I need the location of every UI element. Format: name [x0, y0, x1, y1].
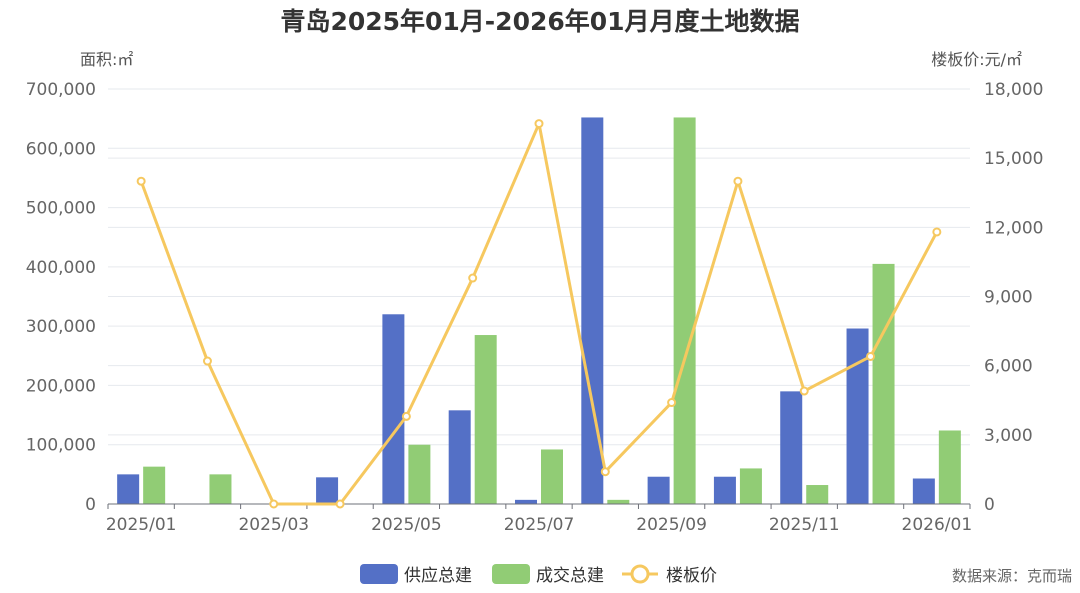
chart-title: 青岛2025年01月-2026年01月月度土地数据	[280, 7, 800, 36]
deal-bar	[607, 499, 630, 504]
left-axis-tick-label: 700,000	[26, 80, 96, 100]
supply-bar	[382, 314, 405, 504]
deal-bar	[673, 117, 696, 504]
deal-bar	[474, 335, 497, 504]
left-axis-tick-label: 100,000	[26, 436, 96, 456]
data-source-label: 数据来源：克而瑞	[951, 567, 1072, 585]
right-axis-tick-label: 3,000	[984, 426, 1033, 446]
price-point	[269, 499, 279, 509]
price-point	[202, 356, 212, 366]
legend-line-marker	[630, 564, 650, 584]
x-axis-tick-label: 2025/07	[504, 515, 575, 535]
price-point	[401, 411, 411, 421]
deal-bar	[938, 430, 961, 504]
price-point	[600, 467, 610, 477]
deal-bar	[872, 263, 895, 504]
x-axis-tick-label: 2026/01	[902, 515, 973, 535]
left-axis-unit-label: 面积:㎡	[80, 50, 134, 69]
price-point	[799, 386, 809, 396]
right-axis-tick-label: 15,000	[984, 149, 1043, 169]
left-axis-tick-label: 500,000	[26, 199, 96, 219]
x-axis-tick-label: 2025/11	[769, 515, 840, 535]
deal-bar	[209, 474, 232, 504]
x-axis-tick-label: 2025/09	[636, 515, 707, 535]
price-point	[733, 176, 743, 186]
deal-bar	[143, 466, 166, 504]
left-axis-tick-label: 600,000	[26, 139, 96, 159]
right-axis-tick-label: 9,000	[984, 288, 1033, 308]
supply-bar	[713, 476, 736, 504]
supply-bar	[780, 391, 803, 504]
price-point	[534, 119, 544, 129]
x-axis-tick-label: 2025/05	[371, 515, 442, 535]
legend-swatch	[360, 564, 398, 584]
price-line	[139, 122, 939, 506]
right-axis-unit-label: 楼板价:元/㎡	[931, 50, 1022, 69]
legend-label: 楼板价	[666, 566, 717, 586]
supply-bar	[316, 477, 339, 504]
price-point	[136, 176, 146, 186]
legend-label: 成交总建	[536, 566, 604, 586]
right-axis-tick-label: 0	[984, 495, 995, 515]
x-axis-tick-label: 2025/01	[106, 515, 177, 535]
left-axis-tick-label: 400,000	[26, 258, 96, 278]
right-axis-tick-label: 18,000	[984, 80, 1043, 100]
supply-bar	[581, 117, 604, 504]
legend-swatch	[492, 564, 530, 584]
legend-label: 供应总建	[404, 566, 472, 586]
deal-bar	[541, 449, 563, 504]
price-point	[468, 273, 478, 283]
right-axis-tick-label: 6,000	[984, 357, 1033, 377]
price-point	[667, 398, 677, 408]
supply-bar	[117, 474, 140, 504]
supply-bar	[912, 478, 935, 504]
deal-bar	[806, 485, 829, 504]
price-point	[932, 227, 942, 237]
supply-bar	[846, 328, 869, 504]
x-axis-tick-label: 2025/03	[238, 515, 309, 535]
left-axis-tick-label: 300,000	[26, 317, 96, 337]
supply-bar	[647, 476, 670, 504]
right-axis-tick-label: 12,000	[984, 218, 1043, 238]
left-axis-tick-label: 200,000	[26, 376, 96, 396]
supply-bar	[448, 410, 471, 504]
supply-bar	[515, 499, 537, 504]
deal-bar	[408, 444, 431, 504]
deal-bar	[739, 468, 762, 504]
price-point	[335, 499, 345, 509]
left-axis-tick-label: 0	[85, 495, 96, 515]
price-point	[866, 351, 876, 361]
